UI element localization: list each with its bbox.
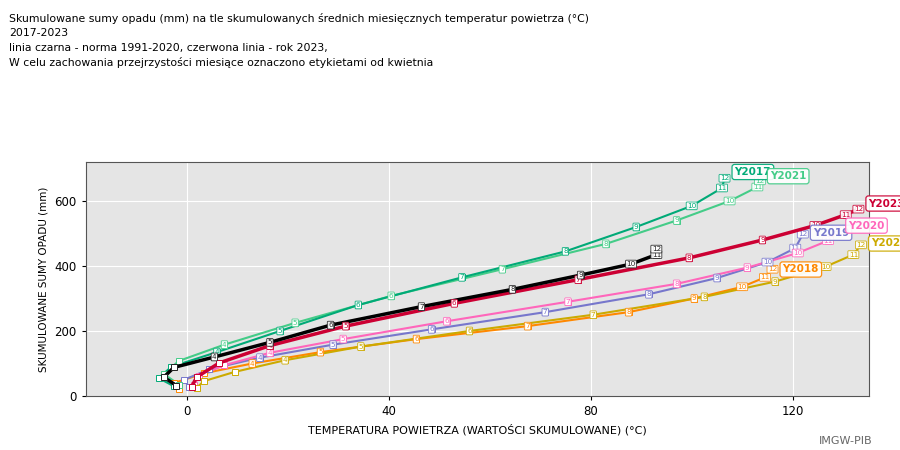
Text: 11: 11 [790, 245, 800, 251]
Text: 9: 9 [578, 272, 583, 278]
Text: 9: 9 [773, 279, 778, 284]
Text: 5: 5 [292, 320, 298, 326]
Text: 4: 4 [214, 349, 220, 355]
Text: 8: 8 [687, 255, 691, 261]
Text: 4: 4 [212, 354, 217, 360]
Text: Y2017: Y2017 [734, 167, 771, 177]
Text: 7: 7 [543, 309, 547, 315]
Text: 11: 11 [652, 252, 661, 257]
Text: 8: 8 [674, 281, 679, 287]
Text: Y2022: Y2022 [871, 238, 900, 248]
Text: 6: 6 [389, 293, 393, 299]
Text: Skumulowane sumy opadu (mm) na tle skumulowanych średnich miesięcznych temperatu: Skumulowane sumy opadu (mm) na tle skumu… [9, 14, 589, 68]
Text: 9: 9 [692, 296, 697, 302]
Text: 11: 11 [842, 212, 850, 218]
Text: Y2020: Y2020 [849, 220, 885, 230]
Text: 7: 7 [565, 299, 571, 305]
Y-axis label: SKUMULOWANE SUMY OPADU (mm): SKUMULOWANE SUMY OPADU (mm) [39, 186, 49, 372]
Text: 6: 6 [467, 328, 472, 334]
Text: 4: 4 [222, 342, 227, 348]
Text: 5: 5 [358, 344, 363, 350]
Text: 12: 12 [652, 246, 661, 252]
Text: 5: 5 [267, 339, 272, 346]
Text: Y2019: Y2019 [813, 228, 850, 238]
Text: 6: 6 [414, 336, 418, 342]
Text: 12: 12 [856, 242, 866, 248]
Text: 9: 9 [745, 265, 750, 270]
Text: 11: 11 [752, 184, 762, 190]
Text: 12: 12 [854, 206, 863, 212]
Text: 9: 9 [715, 275, 719, 281]
Text: 12: 12 [768, 266, 777, 272]
Text: IMGW-PIB: IMGW-PIB [819, 436, 873, 446]
Text: 7: 7 [419, 304, 424, 310]
Text: 4: 4 [250, 360, 255, 366]
Text: 11: 11 [717, 185, 726, 191]
Text: 4: 4 [283, 357, 287, 363]
Text: 10: 10 [811, 222, 820, 229]
Text: 7: 7 [460, 274, 464, 280]
Text: Y2018: Y2018 [783, 265, 819, 274]
Text: 6: 6 [328, 322, 333, 328]
Text: 5: 5 [278, 328, 283, 334]
Text: 9: 9 [634, 224, 638, 230]
Text: 10: 10 [725, 198, 734, 204]
Text: 6: 6 [429, 326, 434, 333]
Text: 8: 8 [510, 286, 515, 292]
Text: 12: 12 [755, 178, 764, 184]
Text: 6: 6 [445, 318, 449, 324]
Text: 7: 7 [500, 266, 505, 272]
Text: 10: 10 [687, 203, 697, 209]
Text: 4: 4 [267, 350, 272, 356]
Text: 5: 5 [341, 336, 346, 342]
Text: 8: 8 [626, 309, 631, 315]
X-axis label: TEMPERATURA POWIETRZA (WARTOŚCI SKUMULOWANE) (°C): TEMPERATURA POWIETRZA (WARTOŚCI SKUMULOW… [308, 423, 646, 435]
Text: 8: 8 [702, 294, 706, 300]
Text: 12: 12 [833, 227, 842, 233]
Text: 10: 10 [738, 284, 747, 290]
Text: 11: 11 [849, 252, 858, 257]
Text: 4: 4 [267, 342, 272, 349]
Text: 9: 9 [760, 237, 765, 243]
Text: 10: 10 [763, 259, 772, 265]
Text: 7: 7 [591, 312, 596, 318]
Text: Y2023: Y2023 [868, 198, 900, 208]
Text: 12: 12 [720, 175, 729, 181]
Text: 10: 10 [821, 264, 830, 270]
Text: 6: 6 [452, 301, 456, 306]
Text: 7: 7 [576, 277, 580, 283]
Text: 10: 10 [626, 261, 635, 267]
Text: 10: 10 [793, 250, 803, 256]
Text: 8: 8 [604, 241, 608, 247]
Text: 11: 11 [824, 238, 832, 243]
Text: 9: 9 [674, 217, 679, 224]
Text: Y2021: Y2021 [770, 171, 806, 181]
Text: 11: 11 [760, 274, 770, 280]
Text: 4: 4 [257, 355, 262, 360]
Text: 8: 8 [563, 248, 568, 254]
Text: 5: 5 [330, 342, 336, 348]
Text: 5: 5 [318, 349, 323, 355]
Text: 8: 8 [646, 291, 651, 297]
Text: 12: 12 [798, 231, 807, 237]
Text: 5: 5 [343, 323, 348, 329]
Text: 7: 7 [526, 323, 530, 329]
Text: 6: 6 [356, 302, 361, 308]
